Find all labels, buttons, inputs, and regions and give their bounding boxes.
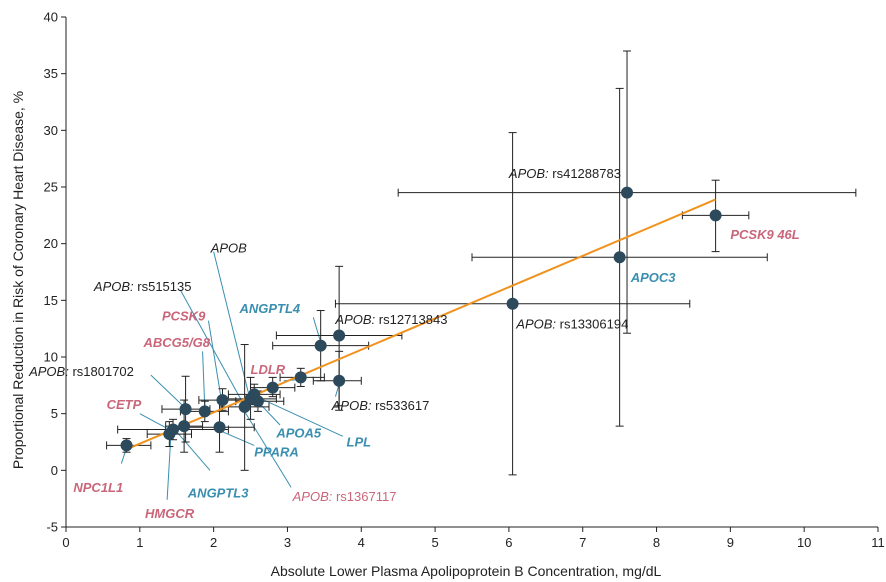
point-label-variant: rs1367117 xyxy=(332,489,396,504)
y-tick-label: 40 xyxy=(44,10,58,25)
label-leader-line xyxy=(312,317,322,343)
x-tick-label: 7 xyxy=(579,535,586,550)
data-point xyxy=(198,405,211,418)
data-point xyxy=(238,400,251,413)
y-tick-label: 10 xyxy=(44,350,58,365)
label-leader-line xyxy=(179,289,244,404)
data-point xyxy=(167,423,180,436)
label-leader-line xyxy=(139,413,170,430)
point-label: APOB: rs515135 xyxy=(93,279,192,294)
point-label: HMGCR xyxy=(145,506,195,521)
y-tick-label: 20 xyxy=(44,236,58,251)
x-tick-label: 5 xyxy=(431,535,438,550)
data-point xyxy=(178,420,191,433)
point-label: APOC3 xyxy=(630,270,677,285)
data-point xyxy=(213,421,226,434)
data-point xyxy=(333,329,346,342)
point-label: APOB: rs1367117 xyxy=(292,489,397,504)
point-label: APOB: rs1801702 xyxy=(28,364,134,379)
point-label: CETP xyxy=(107,397,142,412)
y-tick-label: 25 xyxy=(44,180,58,195)
point-label-gene: APOB: xyxy=(515,317,556,332)
regression-line xyxy=(124,198,716,451)
y-tick-label: 15 xyxy=(44,293,58,308)
data-point xyxy=(251,395,264,408)
label-leader-line xyxy=(213,251,250,396)
label-leader-line xyxy=(217,429,255,446)
y-tick-label: 5 xyxy=(51,406,58,421)
data-point xyxy=(506,297,519,310)
data-point xyxy=(621,186,634,199)
point-label-gene: APOB: xyxy=(508,166,549,181)
label-leader-line xyxy=(176,431,211,471)
point-label-variant: rs13306194 xyxy=(556,317,628,332)
data-point xyxy=(294,371,307,384)
point-label: APOB: rs533617 xyxy=(331,398,430,413)
point-label-gene: APOB: xyxy=(334,312,375,327)
data-point xyxy=(120,439,133,452)
point-label-variant: rs1801702 xyxy=(69,364,134,379)
x-tick-label: 9 xyxy=(727,535,734,550)
label-leader-line xyxy=(207,320,222,398)
x-tick-label: 10 xyxy=(797,535,811,550)
point-label-variant: rs515135 xyxy=(134,279,192,294)
x-tick-label: 8 xyxy=(653,535,660,550)
y-axis-title: Proportional Reduction in Risk of Corona… xyxy=(10,91,26,469)
point-label: APOB: rs41288783 xyxy=(508,166,621,181)
point-label: NPC1L1 xyxy=(73,480,123,495)
point-label-gene: APOB: xyxy=(28,364,69,379)
point-label: ABCG5/G8 xyxy=(143,335,211,350)
point-label: ANGPTL3 xyxy=(187,486,249,501)
y-tick-label: 35 xyxy=(44,66,58,81)
point-label: APOB xyxy=(210,241,247,256)
point-label: APOB: rs13306194 xyxy=(515,317,628,332)
label-leader-line xyxy=(261,398,344,437)
label-leader-line xyxy=(242,408,292,488)
label-leader-line xyxy=(150,374,185,408)
point-label-gene: APOB: xyxy=(93,279,134,294)
point-label-variant: rs41288783 xyxy=(549,166,621,181)
point-label: APOB: rs12713843 xyxy=(334,312,447,327)
data-point xyxy=(709,209,722,222)
data-point xyxy=(314,339,327,352)
data-point xyxy=(266,381,279,394)
x-axis-title: Absolute Lower Plasma Apolipoprotein B C… xyxy=(271,563,662,579)
point-label: PCSK9 46L xyxy=(730,227,799,242)
x-tick-label: 6 xyxy=(505,535,512,550)
y-tick-label: 30 xyxy=(44,123,58,138)
label-leader-line xyxy=(202,351,206,409)
point-label: ANGPTL4 xyxy=(238,301,300,316)
point-label-gene: APOB: xyxy=(292,489,333,504)
point-label: LPL xyxy=(347,435,372,450)
x-tick-label: 3 xyxy=(284,535,291,550)
point-label-gene: APOB: xyxy=(331,398,372,413)
point-label: PPARA xyxy=(254,445,299,460)
data-point xyxy=(333,374,346,387)
x-tick-label: 4 xyxy=(358,535,365,550)
x-tick-label: 11 xyxy=(871,535,885,550)
x-tick-label: 1 xyxy=(136,535,143,550)
point-label-variant: rs533617 xyxy=(371,398,429,413)
data-point xyxy=(179,403,192,416)
point-label-variant: rs12713843 xyxy=(375,312,447,327)
y-tick-label: 0 xyxy=(51,463,58,478)
x-tick-label: 2 xyxy=(210,535,217,550)
point-label: PCSK9 xyxy=(162,309,206,324)
data-point xyxy=(216,394,229,407)
point-label: APOA5 xyxy=(275,425,322,440)
point-label: LDLR xyxy=(251,362,286,377)
data-point xyxy=(613,251,626,264)
x-tick-label: 0 xyxy=(62,535,69,550)
y-tick-label: -5 xyxy=(46,520,58,535)
